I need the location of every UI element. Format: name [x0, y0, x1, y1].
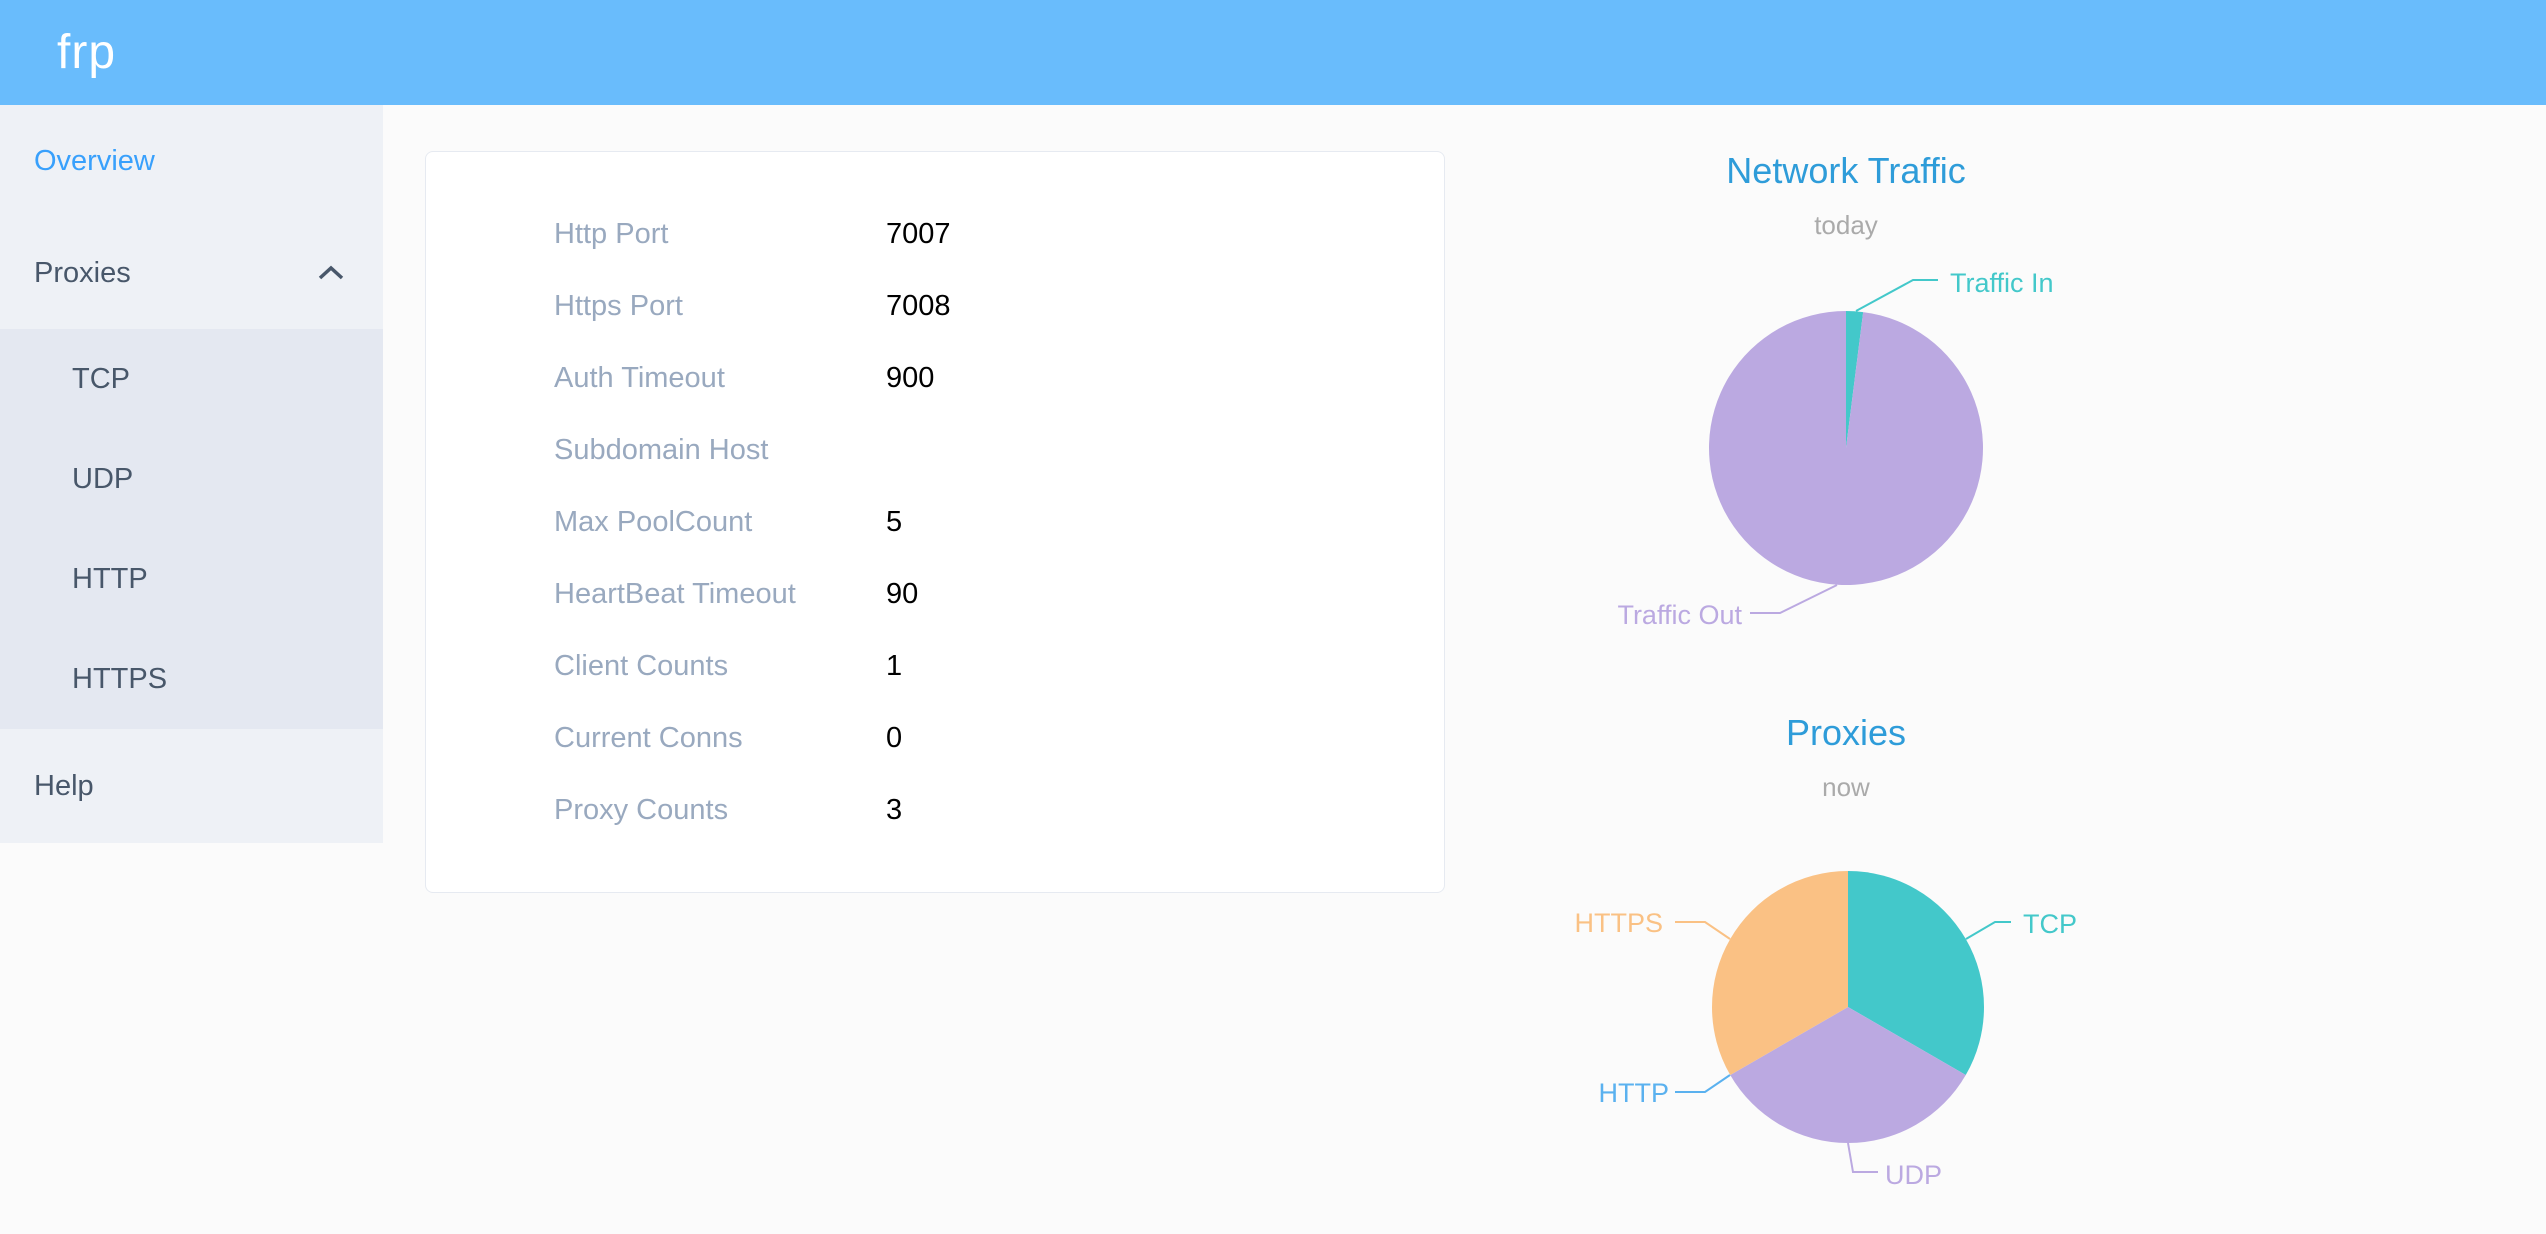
pie-label-line-https: [1675, 921, 1731, 940]
sidebar-item-label: TCP: [72, 362, 130, 395]
proxies-submenu: TCP UDP HTTP HTTPS: [0, 329, 383, 729]
sidebar: Overview Proxies TCP UDP HTTP HTTPS Help: [0, 105, 383, 843]
config-value: 0: [886, 721, 903, 754]
proxies-title: Proxies: [1785, 712, 1907, 753]
app-logo: frp: [57, 26, 117, 79]
sidebar-item-label: Help: [34, 769, 94, 802]
config-label: Max PoolCount: [554, 505, 753, 538]
sidebar-item-label: Proxies: [34, 256, 131, 289]
sidebar-item-https[interactable]: HTTPS: [0, 629, 383, 729]
config-label: HeartBeat Timeout: [554, 577, 796, 610]
config-label: Subdomain Host: [554, 433, 769, 466]
sidebar-item-label: Overview: [34, 144, 155, 177]
pie-label-tcp: TCP: [2023, 909, 2077, 939]
pie-slice-tcp[interactable]: [1848, 871, 1985, 1075]
network-traffic-title: Network Traffic: [1726, 150, 1966, 191]
proxies-pie: TCP UDP HTTP HTTPS: [1574, 871, 2077, 1190]
config-row: Client Counts 1: [426, 630, 1444, 702]
proxies-subtitle: now: [1822, 772, 1870, 802]
sidebar-item-http[interactable]: HTTP: [0, 529, 383, 629]
pie-label-line-udp: [1847, 1142, 1878, 1173]
config-label: Auth Timeout: [554, 361, 725, 394]
config-value: 90: [886, 577, 919, 610]
config-row: Current Conns 0: [426, 702, 1444, 774]
chevron-up-icon: [318, 265, 344, 280]
pie-label-line-traffic-in: [1855, 279, 1938, 312]
config-row: Https Port 7008: [426, 270, 1444, 342]
server-config-card: Http Port 7007 Https Port 7008 Auth Time…: [425, 151, 1445, 893]
pie-label-http: HTTP: [1599, 1078, 1670, 1108]
pie-slice-traffic-out[interactable]: [1709, 311, 1984, 585]
sidebar-item-label: UDP: [72, 462, 134, 495]
pie-slice-https[interactable]: [1711, 871, 1848, 1075]
config-row: Max PoolCount 5: [426, 486, 1444, 558]
sidebar-item-label: HTTP: [72, 562, 148, 595]
config-row: Subdomain Host: [426, 414, 1444, 486]
sidebar-item-tcp[interactable]: TCP: [0, 329, 383, 429]
config-label: Http Port: [554, 217, 669, 250]
config-label: Proxy Counts: [554, 793, 729, 826]
app-header: frp: [0, 0, 2546, 105]
config-value: 900: [886, 361, 935, 394]
pie-label-https: HTTPS: [1574, 908, 1663, 938]
network-traffic-pie: Traffic In Traffic Out: [1617, 268, 2054, 630]
config-row: Proxy Counts 3: [426, 774, 1444, 846]
pie-slice-udp[interactable]: [1730, 1007, 1966, 1144]
config-value: 7008: [886, 289, 951, 322]
sidebar-item-proxies[interactable]: Proxies: [0, 217, 383, 329]
sidebar-item-overview[interactable]: Overview: [0, 105, 383, 217]
sidebar-item-help[interactable]: Help: [0, 729, 383, 843]
pie-label-traffic-in: Traffic In: [1950, 268, 2054, 298]
pie-label-line-tcp: [1965, 921, 2011, 940]
pie-label-line-http: [1675, 1074, 1731, 1093]
network-traffic-subtitle: today: [1814, 210, 1878, 240]
config-value: 1: [886, 649, 903, 682]
config-label: Https Port: [554, 289, 683, 322]
pie-label-traffic-out: Traffic Out: [1617, 600, 1742, 630]
config-row: HeartBeat Timeout 90: [426, 558, 1444, 630]
sidebar-item-udp[interactable]: UDP: [0, 429, 383, 529]
config-label: Client Counts: [554, 649, 729, 682]
config-label: Current Conns: [554, 721, 743, 754]
pie-label-line-traffic-out: [1750, 584, 1838, 614]
config-value: 5: [886, 505, 903, 538]
sidebar-item-label: HTTPS: [72, 662, 168, 695]
pie-slice-traffic-in[interactable]: [1846, 311, 1864, 448]
config-value: 3: [886, 793, 903, 826]
config-value: 7007: [886, 217, 951, 250]
config-row: Http Port 7007: [426, 198, 1444, 270]
config-row: Auth Timeout 900: [426, 342, 1444, 414]
pie-label-udp: UDP: [1885, 1160, 1942, 1190]
